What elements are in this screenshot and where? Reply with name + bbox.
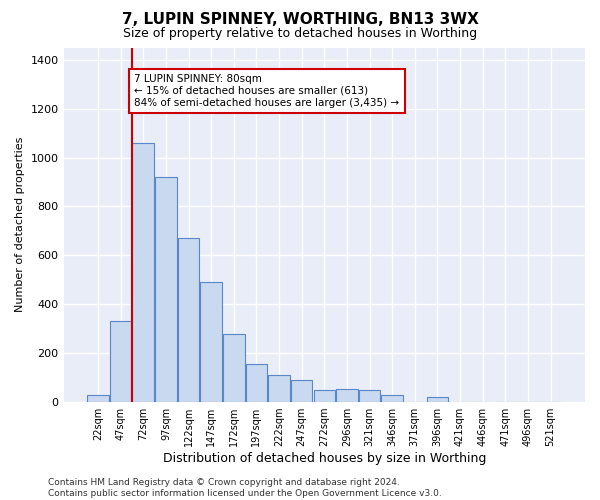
Bar [87,394,109,402]
Bar [245,364,267,402]
Text: 7 LUPIN SPINNEY: 80sqm
← 15% of detached houses are smaller (613)
84% of semi-de: 7 LUPIN SPINNEY: 80sqm ← 15% of detached… [134,74,400,108]
Bar [110,322,131,402]
Bar [336,388,358,402]
Bar [268,375,290,402]
Bar [291,380,313,402]
Bar [382,394,403,402]
Bar [314,390,335,402]
Bar [427,397,448,402]
Bar [178,238,199,402]
Y-axis label: Number of detached properties: Number of detached properties [15,137,25,312]
Text: Contains HM Land Registry data © Crown copyright and database right 2024.
Contai: Contains HM Land Registry data © Crown c… [48,478,442,498]
Bar [155,177,176,402]
Text: Size of property relative to detached houses in Worthing: Size of property relative to detached ho… [123,28,477,40]
Bar [133,143,154,402]
X-axis label: Distribution of detached houses by size in Worthing: Distribution of detached houses by size … [163,452,486,465]
Bar [359,390,380,402]
Text: 7, LUPIN SPINNEY, WORTHING, BN13 3WX: 7, LUPIN SPINNEY, WORTHING, BN13 3WX [122,12,478,28]
Bar [200,282,222,402]
Bar [223,334,245,402]
